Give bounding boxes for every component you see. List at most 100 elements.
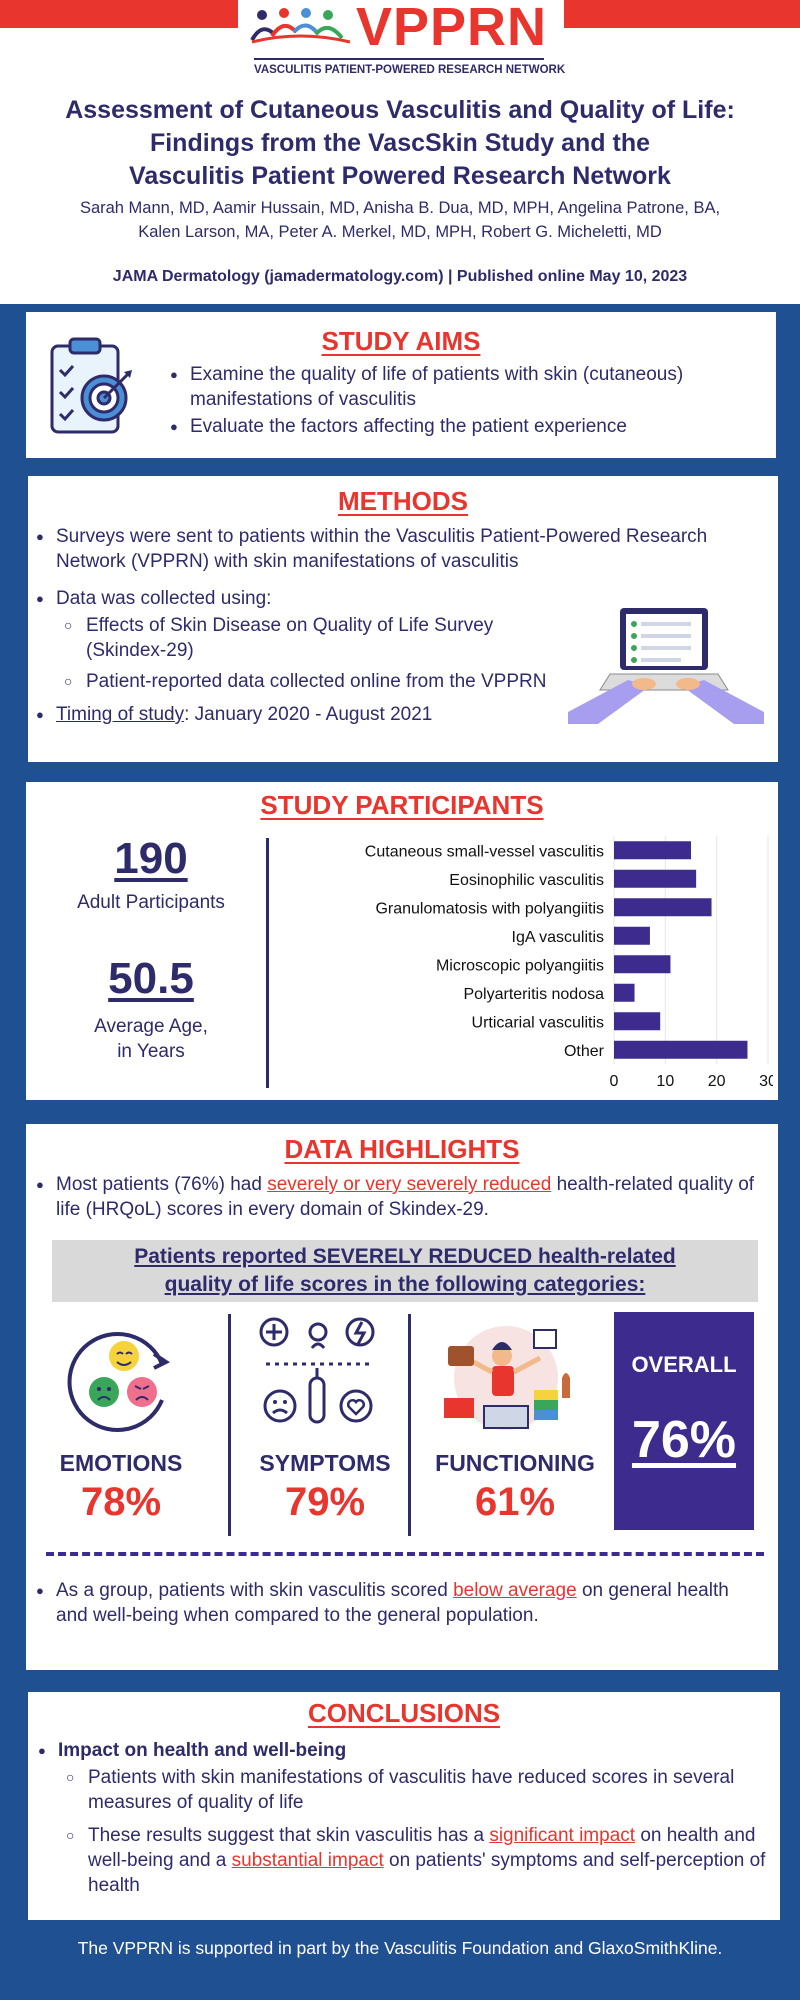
bullet1-pre: Most patients (76%) had [56, 1174, 268, 1195]
diagnosis-bar-chart: 0 10 20 30 Cutaneous small-vessel vasculitis… [365, 836, 773, 1090]
chart-bar [614, 898, 712, 917]
methods-title: METHODS [338, 486, 468, 516]
emotions-percent: 78% [80, 1480, 162, 1524]
chart-category-label: Cutaneous small-vessel vasculitis [365, 843, 604, 860]
participants-title: STUDY PARTICIPANTS [260, 790, 544, 820]
timing-value: : January 2020 - August 2021 [184, 704, 433, 725]
juggling-tasks-icon [444, 1326, 570, 1430]
laptop-survey-icon [568, 608, 764, 724]
study-aims-card: STUDY AIMS Examine the quality of life o… [26, 312, 776, 458]
chart-bar [614, 841, 691, 860]
page-title: Assessment of Cutaneous Vasculitis and Q… [20, 94, 780, 193]
emotions-faces-icon [67, 1332, 170, 1432]
header-red-bar-left [0, 0, 238, 28]
conclusions-subitem-1: Patients with skin manifestations of vas… [36, 1765, 776, 1815]
study-aims-title: STUDY AIMS [321, 326, 481, 356]
average-age-label: Average Age, in Years [26, 1014, 276, 1064]
highlights-card: DATA HIGHLIGHTS Most patients (76%) had … [26, 1124, 778, 1670]
conclusions-card: CONCLUSIONS Impact on health and well-be… [28, 1692, 780, 1920]
sub2-emphasis-1: significant impact [489, 1825, 636, 1846]
functioning-label: FUNCTIONING [435, 1450, 595, 1476]
chart-bar [614, 1012, 661, 1031]
chart-category-label: Polyarteritis nodosa [463, 986, 604, 1003]
chart-bar [614, 926, 650, 945]
symptoms-percent: 79% [284, 1480, 366, 1524]
title-line-2: Findings from the VascSkin Study and the [149, 129, 651, 157]
participants-card: STUDY PARTICIPANTS 190 Adult Participant… [26, 782, 778, 1100]
participant-count: 190 [114, 834, 188, 883]
conclusions-heading: Impact on health and well-being [36, 1738, 776, 1763]
highlights-bullet-1: Most patients (76%) had severely or very… [34, 1172, 770, 1222]
chart-bar [614, 869, 697, 888]
highlights-list-bottom: As a group, patients with skin vasculiti… [34, 1578, 734, 1628]
bullet1-post: health-related quality of life (HRQoL) s… [56, 1174, 755, 1220]
methods-subitem-2: Patient-reported data collected online f… [34, 669, 574, 694]
dashed-divider [46, 1552, 764, 1556]
chart-category-label: Urticarial vasculitis [472, 1014, 604, 1031]
conclusions-list: Impact on health and well-being Patients… [36, 1738, 776, 1898]
methods-card: METHODS Surveys were sent to patients wi… [28, 476, 778, 762]
chart-category-label: Other [564, 1043, 605, 1060]
aims-item-1: Examine the quality of life of patients … [168, 362, 758, 412]
logo-subtitle: VASCULITIS PATIENT-POWERED RESEARCH NETW… [254, 64, 566, 76]
chart-x-tick-label: 20 [708, 1073, 726, 1090]
methods-list-top: Surveys were sent to patients within the… [34, 524, 769, 574]
authors-line-1: Sarah Mann, MD, Aamir Hussain, MD, Anish… [79, 199, 721, 217]
overall-label: OVERALL [631, 1352, 737, 1377]
logo-text: VPPRN [356, 0, 548, 57]
title-line-1: Assessment of Cutaneous Vasculitis and Q… [65, 96, 735, 124]
categories-banner: Patients reported SEVERELY REDUCED healt… [52, 1240, 758, 1302]
category-divider-1 [228, 1314, 231, 1536]
banner-line-1: Patients reported SEVERELY REDUCED healt… [134, 1245, 676, 1268]
highlights-list-top: Most patients (76%) had severely or very… [34, 1172, 770, 1222]
sub2-post: on patients' symptoms and self-perceptio… [88, 1850, 766, 1896]
participant-count-label: Adult Participants [77, 892, 225, 913]
conclusions-title: CONCLUSIONS [307, 1698, 501, 1728]
journal-citation: JAMA Dermatology (jamadermatology.com) |… [112, 268, 688, 285]
chart-x-tick-label: 0 [610, 1073, 619, 1090]
participants-divider [266, 838, 269, 1088]
overall-percent: 76% [631, 1411, 737, 1469]
average-age: 50.5 [108, 954, 194, 1003]
chart-x-tick-label: 10 [656, 1073, 674, 1090]
conclusions-subitem-2: These results suggest that skin vasculit… [36, 1823, 776, 1898]
category-divider-2 [408, 1314, 411, 1536]
authors-line-2: Kalen Larson, MA, Peter A. Merkel, MD, M… [138, 223, 662, 241]
timing-label: Timing of study [56, 704, 185, 725]
authors: Sarah Mann, MD, Aamir Hussain, MD, Anish… [20, 196, 780, 244]
chart-bar [614, 955, 671, 974]
sub2-mid: on health and well-being and a [88, 1825, 756, 1871]
overall-box: OVERALL 76% [614, 1312, 754, 1530]
symptoms-icon [259, 1317, 375, 1424]
average-age-label-line-1: Average Age, [94, 1016, 208, 1037]
emotions-label: EMOTIONS [59, 1450, 183, 1476]
highlights-bullet-2: As a group, patients with skin vasculiti… [34, 1578, 734, 1628]
symptoms-label: SYMPTOMS [259, 1450, 391, 1476]
banner-line-2: quality of life scores in the following … [164, 1273, 646, 1296]
bullet1-emphasis: severely or very severely reduced [267, 1174, 552, 1195]
chart-category-label: IgA vasculitis [512, 929, 604, 946]
sub2-pre: These results suggest that skin vasculit… [88, 1825, 490, 1846]
chart-category-label: Eosinophilic vasculitis [449, 872, 604, 889]
bullet2-emphasis: below average [453, 1580, 577, 1601]
clipboard-target-icon [50, 337, 132, 434]
functioning-percent: 61% [474, 1480, 556, 1524]
average-age-label-line-2: in Years [117, 1041, 185, 1062]
methods-timing: Timing of study: January 2020 - August 2… [34, 702, 574, 727]
logo-divider [254, 58, 544, 60]
people-logo-icon [250, 8, 351, 44]
bullet2-pre: As a group, patients with skin vasculiti… [56, 1580, 454, 1601]
header: VPPRN VASCULITIS PATIENT-POWERED RESEARC… [0, 0, 800, 304]
title-line-3: Vasculitis Patient Powered Research Netw… [129, 162, 671, 190]
aims-item-2: Evaluate the factors affecting the patie… [168, 414, 758, 439]
header-red-bar-right [564, 0, 800, 28]
sub2-emphasis-2: substantial impact [231, 1850, 384, 1871]
highlights-title: DATA HIGHLIGHTS [284, 1134, 520, 1164]
aims-list: Examine the quality of life of patients … [168, 362, 758, 439]
chart-category-label: Granulomatosis with polyangiitis [375, 900, 604, 917]
vpprn-logo: VPPRN VASCULITIS PATIENT-POWERED RESEARC… [250, 0, 566, 84]
methods-item-2: Data was collected using: [34, 586, 574, 611]
chart-category-label: Microscopic polyangiitis [436, 957, 604, 974]
footer-funding-note: The VPPRN is supported in part by the Va… [77, 1938, 723, 1958]
bullet2-post: on general health and well-being when co… [56, 1580, 729, 1626]
